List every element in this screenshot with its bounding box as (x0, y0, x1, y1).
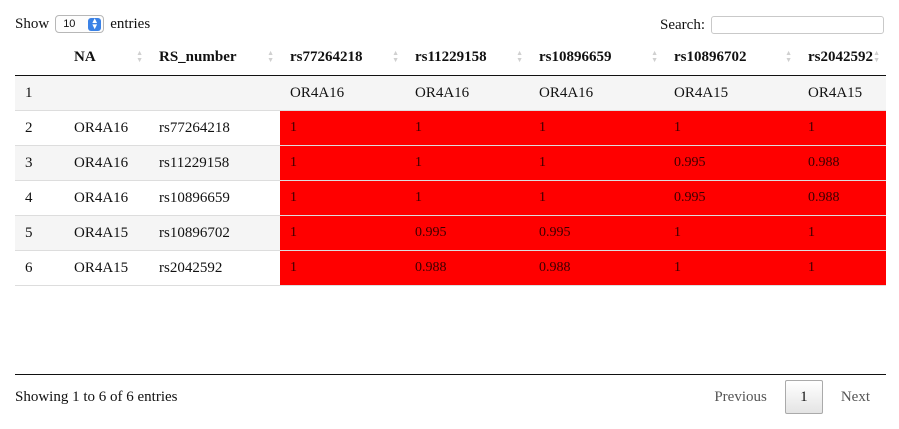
search-input[interactable] (711, 16, 884, 34)
next-button[interactable]: Next (840, 388, 870, 405)
column-header-label: NA (74, 48, 96, 65)
table-cell: 1 (798, 215, 886, 251)
column-header-rs10896659[interactable]: rs10896659 ▲ ▼ (529, 39, 664, 76)
column-header-rs10896702[interactable]: rs10896702 ▲ ▼ (664, 39, 798, 76)
table-cell: 1 (529, 180, 664, 216)
pagination: Previous 1 Next (700, 380, 884, 414)
entries-select[interactable]: 10 ▲ ▼ (55, 15, 105, 33)
table-cell: 6 (15, 250, 64, 286)
search-label: Search: (660, 16, 705, 33)
table-cell: rs10896702 (149, 215, 280, 251)
column-header-na[interactable]: NA ▲ ▼ (64, 39, 149, 76)
sort-icon: ▲ ▼ (392, 49, 399, 64)
table-cell: rs11229158 (149, 145, 280, 181)
table-cell (64, 75, 149, 111)
table-cell: 1 (280, 145, 405, 181)
sort-icon: ▲ ▼ (651, 49, 658, 64)
column-header-rs11229158[interactable]: rs11229158 ▲ ▼ (405, 39, 529, 76)
sort-icon: ▲ ▼ (516, 49, 523, 64)
table-cell: 1 (405, 145, 529, 181)
table-cell: 0.988 (798, 180, 886, 216)
sort-icon: ▲ ▼ (136, 49, 143, 64)
column-header-label: rs10896659 (539, 48, 612, 65)
table-cell: 1 (280, 110, 405, 146)
table-cell: 1 (280, 180, 405, 216)
table-cell: OR4A16 (64, 180, 149, 216)
table-cell: OR4A15 (664, 75, 798, 111)
column-header-index (15, 39, 64, 76)
data-table: NA ▲ ▼ RS_number ▲ ▼ rs77264218 ▲ ▼ rs11229158… (15, 39, 886, 286)
entries-select-value: 10 (63, 18, 76, 30)
table-cell: 4 (15, 180, 64, 216)
table-cell: 1 (529, 145, 664, 181)
table-cell: 1 (280, 250, 405, 286)
table-row: 3 OR4A16 rs11229158 1 1 1 0.995 0.988 (15, 145, 886, 181)
table-cell: rs10896659 (149, 180, 280, 216)
column-header-label: rs11229158 (415, 48, 487, 65)
table-cell: rs2042592 (149, 250, 280, 286)
table-row: 5 OR4A15 rs10896702 1 0.995 0.995 1 1 (15, 215, 886, 251)
column-header-rs77264218[interactable]: rs77264218 ▲ ▼ (280, 39, 405, 76)
table-cell: OR4A16 (64, 110, 149, 146)
table-cell: 3 (15, 145, 64, 181)
table-cell: 0.988 (405, 250, 529, 286)
table-cell: 0.995 (529, 215, 664, 251)
header-row: NA ▲ ▼ RS_number ▲ ▼ rs77264218 ▲ ▼ rs11229158… (15, 39, 886, 76)
table-cell: 0.995 (664, 180, 798, 216)
previous-button[interactable]: Previous (714, 388, 767, 405)
table-cell: rs77264218 (149, 110, 280, 146)
show-label: Show (15, 15, 50, 32)
length-control: Show 10 ▲ ▼ entries (15, 15, 150, 33)
entries-label: entries (110, 15, 151, 32)
table-cell: 1 (405, 180, 529, 216)
table-cell: 1 (529, 110, 664, 146)
select-arrows-icon: ▲ ▼ (88, 17, 102, 31)
table-cell: 2 (15, 110, 64, 146)
table-row: 6 OR4A15 rs2042592 1 0.988 0.988 1 1 (15, 250, 886, 286)
column-header-rs2042592[interactable]: rs2042592 ▲ ▼ (798, 39, 886, 76)
sort-icon: ▲ ▼ (785, 49, 792, 64)
table-row: 1 OR4A16 OR4A16 OR4A16 OR4A15 OR4A15 (15, 75, 886, 111)
table-cell: 5 (15, 215, 64, 251)
table-cell: 1 (664, 250, 798, 286)
sort-icon: ▲ ▼ (873, 49, 880, 64)
column-header-rs-number[interactable]: RS_number ▲ ▼ (149, 39, 280, 76)
table-controls: Show 10 ▲ ▼ entries Search: (0, 0, 899, 50)
table-row: 2 OR4A16 rs77264218 1 1 1 1 1 (15, 110, 886, 146)
table-cell: 1 (15, 75, 64, 111)
table-cell: OR4A16 (280, 75, 405, 111)
table-cell (149, 75, 280, 111)
table-cell: 1 (798, 110, 886, 146)
table-cell: OR4A16 (529, 75, 664, 111)
sort-icon: ▲ ▼ (267, 49, 274, 64)
table-cell: 1 (798, 250, 886, 286)
table-cell: OR4A16 (405, 75, 529, 111)
table-cell: 0.995 (405, 215, 529, 251)
page-button-current[interactable]: 1 (784, 380, 823, 414)
table-cell: 0.988 (529, 250, 664, 286)
column-header-label: RS_number (159, 48, 237, 65)
table-cell: 1 (664, 215, 798, 251)
table-row: 4 OR4A16 rs10896659 1 1 1 0.995 0.988 (15, 180, 886, 216)
table-cell: 0.988 (798, 145, 886, 181)
column-header-label: rs77264218 (290, 48, 363, 65)
table-info: Showing 1 to 6 of 6 entries (15, 389, 178, 405)
table-cell: 1 (280, 215, 405, 251)
table-cell: 1 (664, 110, 798, 146)
column-header-label: rs10896702 (674, 48, 747, 65)
table-cell: OR4A16 (64, 145, 149, 181)
table-cell: OR4A15 (64, 250, 149, 286)
table-cell: 1 (405, 110, 529, 146)
table-cell: OR4A15 (798, 75, 886, 111)
table-cell: 0.995 (664, 145, 798, 181)
search-control: Search: (660, 16, 884, 34)
table-cell: OR4A15 (64, 215, 149, 251)
table-bottom-divider (15, 374, 886, 375)
column-header-label: rs2042592 (808, 48, 873, 65)
